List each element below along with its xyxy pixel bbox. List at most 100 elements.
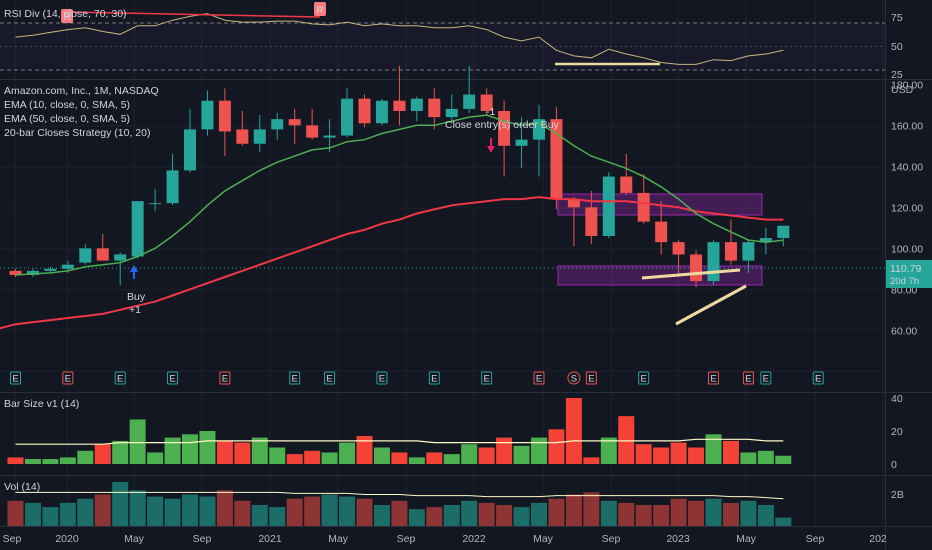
split-marker[interactable]: S bbox=[567, 371, 581, 385]
candle[interactable] bbox=[410, 96, 423, 122]
indicator-ema50-label[interactable]: EMA (50, close, 0, SMA, 5) bbox=[4, 113, 130, 125]
earnings-marker[interactable]: E bbox=[760, 371, 772, 385]
earnings-marker[interactable]: E bbox=[812, 371, 824, 385]
bar-size-average-line bbox=[15, 438, 784, 445]
candle[interactable] bbox=[358, 94, 371, 128]
candle[interactable] bbox=[445, 94, 458, 124]
earnings-marker[interactable]: E bbox=[585, 371, 597, 385]
bar-size-bar bbox=[461, 444, 478, 464]
svg-text:S: S bbox=[571, 374, 577, 385]
earnings-marker[interactable]: E bbox=[376, 371, 388, 385]
candle[interactable] bbox=[620, 154, 633, 195]
bar-size-pane-title[interactable]: Bar Size v1 (14) bbox=[4, 398, 79, 410]
bar-size-bar bbox=[42, 459, 59, 464]
candle[interactable] bbox=[44, 266, 57, 273]
bar-size-bar bbox=[565, 398, 582, 464]
earnings-marker[interactable]: E bbox=[638, 371, 650, 385]
svg-text:E: E bbox=[117, 374, 123, 385]
earnings-marker[interactable]: E bbox=[289, 371, 301, 385]
earnings-marker[interactable]: E bbox=[428, 371, 440, 385]
candle[interactable] bbox=[218, 88, 231, 157]
earnings-marker[interactable]: E bbox=[219, 371, 231, 385]
candle[interactable] bbox=[567, 197, 580, 247]
buy-signal[interactable]: Buy +1 bbox=[127, 265, 146, 316]
candle[interactable] bbox=[26, 268, 39, 277]
candle[interactable] bbox=[759, 227, 772, 255]
price-tick: 160.00 bbox=[891, 120, 923, 132]
candlesticks[interactable] bbox=[9, 65, 790, 288]
candle[interactable] bbox=[742, 240, 755, 273]
candle[interactable] bbox=[393, 65, 406, 126]
rsi-pane[interactable]: R R RSI Div (14, close, 70, 30) 75 50 25 bbox=[0, 2, 903, 81]
earnings-marker[interactable]: E bbox=[62, 371, 74, 385]
candle[interactable] bbox=[184, 108, 196, 173]
earnings-marker[interactable]: E bbox=[481, 371, 493, 385]
volume-bar bbox=[740, 500, 757, 526]
candle[interactable] bbox=[480, 88, 493, 116]
trendline-upper[interactable] bbox=[641, 268, 741, 280]
bar-size-bar bbox=[182, 434, 198, 464]
time-axis[interactable]: Sep 2020 May Sep 2021 May Sep 2022 May Sep 2023 May… bbox=[3, 533, 887, 545]
earnings-marker[interactable]: E bbox=[114, 371, 126, 385]
candle[interactable] bbox=[288, 108, 301, 144]
volume-bar bbox=[24, 502, 41, 526]
candle[interactable] bbox=[655, 201, 668, 255]
earnings-marker[interactable]: E bbox=[742, 371, 754, 385]
volume-bar bbox=[216, 490, 233, 526]
earnings-marker[interactable]: E bbox=[10, 371, 21, 385]
candle[interactable] bbox=[707, 240, 720, 286]
bar-size-bar bbox=[583, 457, 600, 464]
earnings-marker[interactable]: E bbox=[708, 371, 719, 385]
candle[interactable] bbox=[428, 88, 441, 130]
earnings-marker[interactable]: E bbox=[167, 371, 179, 385]
bar-size-bar bbox=[443, 454, 460, 464]
candle[interactable] bbox=[96, 233, 109, 261]
volume-bar bbox=[565, 494, 582, 526]
symbol-title[interactable]: Amazon.com, Inc., 1M, NASDAQ bbox=[4, 85, 159, 97]
exit-signal[interactable]: -1 Close entry(s) order Buy bbox=[445, 106, 560, 153]
price-tick: 120.00 bbox=[891, 202, 923, 214]
candle[interactable] bbox=[271, 113, 284, 140]
candle[interactable] bbox=[236, 110, 249, 146]
candle[interactable] bbox=[602, 172, 615, 239]
trendline-lower[interactable] bbox=[675, 284, 747, 326]
candle[interactable] bbox=[9, 268, 22, 277]
volume-pane-title[interactable]: Vol (14) bbox=[4, 481, 40, 493]
candle[interactable] bbox=[114, 252, 127, 286]
earnings-marker[interactable]: E bbox=[324, 371, 336, 385]
candle[interactable] bbox=[341, 88, 354, 138]
candle[interactable] bbox=[253, 115, 266, 152]
candle[interactable] bbox=[149, 188, 162, 212]
candle[interactable] bbox=[323, 119, 336, 152]
candle[interactable] bbox=[672, 240, 685, 277]
rsi-pane-title[interactable]: RSI Div (14, close, 70, 30) bbox=[4, 8, 127, 20]
candle[interactable] bbox=[777, 225, 790, 247]
volume-pane[interactable]: Vol (14) 2B bbox=[4, 481, 904, 526]
rsi-marker-r-2[interactable]: R bbox=[314, 2, 326, 16]
candle[interactable] bbox=[585, 190, 598, 245]
candle[interactable] bbox=[306, 108, 319, 140]
rsi-marker-r-1[interactable]: R bbox=[61, 9, 73, 23]
candle[interactable] bbox=[131, 201, 144, 259]
bar-size-bar bbox=[670, 442, 687, 464]
candle[interactable] bbox=[79, 244, 92, 265]
indicator-ema10-label[interactable]: EMA (10, close, 0, SMA, 5) bbox=[4, 99, 130, 111]
bar-size-pane[interactable]: Bar Size v1 (14) 40 20 0 bbox=[4, 393, 903, 471]
candle[interactable] bbox=[375, 98, 388, 126]
candle[interactable] bbox=[724, 219, 737, 265]
bar-size-bar bbox=[548, 429, 565, 464]
volume-bar bbox=[653, 505, 670, 526]
indicator-strategy-label[interactable]: 20-bar Closes Strategy (10, 20) bbox=[4, 127, 151, 139]
candle[interactable] bbox=[550, 106, 563, 210]
candle[interactable] bbox=[463, 65, 476, 113]
price-pane[interactable]: Buy +1 -1 Close entry(s) order Buy E E E E E… bbox=[0, 65, 932, 385]
candle[interactable] bbox=[201, 90, 214, 136]
bar-size-bar bbox=[373, 447, 390, 464]
candle[interactable] bbox=[166, 154, 179, 206]
candle[interactable] bbox=[637, 174, 650, 224]
earnings-marker[interactable]: E bbox=[533, 371, 545, 385]
